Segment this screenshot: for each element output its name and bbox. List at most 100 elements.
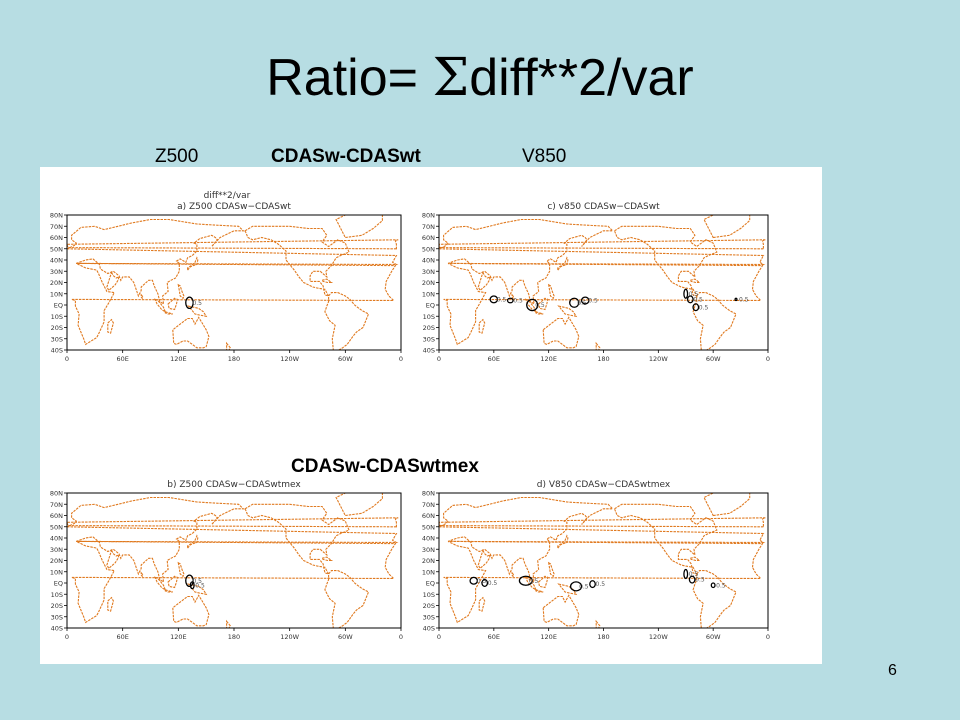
coastline xyxy=(324,292,370,350)
coastline xyxy=(167,297,179,311)
contour-label: 0.5 xyxy=(192,300,202,307)
map-figure: diff**2/var a) Z500 CDASw−CDASwt 0.5 80N 70N… xyxy=(40,167,822,664)
coastlines xyxy=(439,493,766,628)
coastline xyxy=(595,341,601,350)
lon-tick-label: 120E xyxy=(540,633,557,641)
coastline xyxy=(187,534,199,550)
coastline xyxy=(71,540,397,624)
lat-tick-label: 50N xyxy=(50,523,63,531)
coastline xyxy=(321,556,334,562)
coastline xyxy=(67,517,399,528)
lon-tick-label: 60W xyxy=(338,633,353,641)
contour-label: 0.5 xyxy=(699,304,709,311)
lon-tick-label: 0 xyxy=(766,355,770,363)
coastline xyxy=(335,215,383,239)
contour-line xyxy=(688,575,696,584)
lat-tick-label: 40N xyxy=(50,535,63,543)
contour-label: 0.5 xyxy=(488,580,498,587)
lat-tick-label: 80N xyxy=(422,490,435,498)
coastline xyxy=(547,283,555,300)
coastline xyxy=(535,311,544,315)
coastline xyxy=(154,298,167,314)
coastline xyxy=(557,583,578,596)
coastline xyxy=(321,278,334,284)
contour-line xyxy=(683,568,689,580)
lat-tick-label: EQ xyxy=(54,302,63,310)
coastline xyxy=(106,549,120,570)
lat-tick-label: 20S xyxy=(423,602,435,610)
lon-tick-label: 60E xyxy=(116,633,128,641)
lat-tick-label: 30N xyxy=(50,546,63,554)
lon-tick-label: 120E xyxy=(170,633,187,641)
lon-tick-label: 120W xyxy=(280,633,299,641)
cdas-bottom-label: CDASw-CDASwtmex xyxy=(291,456,479,477)
coastline xyxy=(511,293,515,300)
coastline xyxy=(595,619,601,628)
lat-tick-label: 40S xyxy=(423,347,435,355)
coastline xyxy=(187,305,208,318)
coastline xyxy=(164,311,173,315)
contour-line xyxy=(469,576,479,585)
lon-tick-label: 0 xyxy=(766,633,770,641)
map-panel-a: a) Z500 CDASw−CDASwt 0.5 80N 70N 60N 50N 40N 30… xyxy=(50,202,403,363)
coastline xyxy=(547,561,555,578)
lat-tick-label: 10N xyxy=(50,568,63,576)
lat-tick-label: 30S xyxy=(423,613,435,621)
lat-tick-label: 40N xyxy=(422,257,435,265)
lon-tick-label: 60E xyxy=(116,355,128,363)
lat-tick-label: 30N xyxy=(50,268,63,276)
coastline xyxy=(439,239,766,250)
lat-tick-label: 60N xyxy=(422,234,435,242)
lon-tick-label: 180 xyxy=(228,355,240,363)
coastline xyxy=(106,271,120,292)
coastline xyxy=(107,318,114,334)
lat-tick-label: 40S xyxy=(423,625,435,633)
lat-tick-label: 20S xyxy=(423,324,435,332)
lat-tick-label: 70N xyxy=(50,501,63,509)
contour-line xyxy=(734,297,738,302)
coastline xyxy=(557,305,578,318)
coastline xyxy=(537,297,549,311)
contour-label: 0.5 xyxy=(596,581,606,588)
lon-tick-label: 0 xyxy=(437,355,441,363)
contour-line xyxy=(185,296,194,310)
figure-header: diff**2/var xyxy=(204,191,251,201)
lon-tick-label: 60E xyxy=(488,355,500,363)
contour-line xyxy=(518,575,533,586)
lat-tick-label: 60N xyxy=(422,512,435,520)
contour-line xyxy=(185,574,194,588)
lat-tick-label: 80N xyxy=(422,212,435,220)
coastline xyxy=(542,316,580,349)
lat-tick-label: 40S xyxy=(51,625,63,633)
contour-line xyxy=(526,298,539,312)
coastline xyxy=(140,571,144,578)
map-panel-b: b) Z500 CDASw−CDASwtmex 0.50.5 80N 70N 60N 50… xyxy=(50,480,403,641)
coastline xyxy=(524,576,538,592)
lon-tick-label: 120E xyxy=(540,355,557,363)
coastline xyxy=(335,493,383,517)
contour-label: 0.5 xyxy=(529,578,539,585)
lon-tick-label: 0 xyxy=(65,355,69,363)
contour-line xyxy=(710,582,716,589)
coastline xyxy=(187,256,199,272)
coastline xyxy=(443,262,764,346)
lat-tick-label: 10S xyxy=(51,313,63,321)
coastline xyxy=(164,589,173,593)
coastline xyxy=(613,225,718,297)
coastline xyxy=(140,293,144,300)
coastline xyxy=(542,594,580,627)
contour-line xyxy=(683,288,689,299)
coastline xyxy=(324,570,370,628)
contour-label: 0.5 xyxy=(192,578,202,585)
coastline xyxy=(537,575,549,589)
coastline xyxy=(177,283,185,300)
contour-line xyxy=(589,580,596,589)
lat-tick-label: 80N xyxy=(50,490,63,498)
v850-label: V850 xyxy=(522,146,567,167)
lat-tick-label: 20N xyxy=(50,557,63,565)
coastline xyxy=(154,576,167,592)
coastline xyxy=(478,318,486,334)
contour-label: 0.5 xyxy=(716,582,726,589)
